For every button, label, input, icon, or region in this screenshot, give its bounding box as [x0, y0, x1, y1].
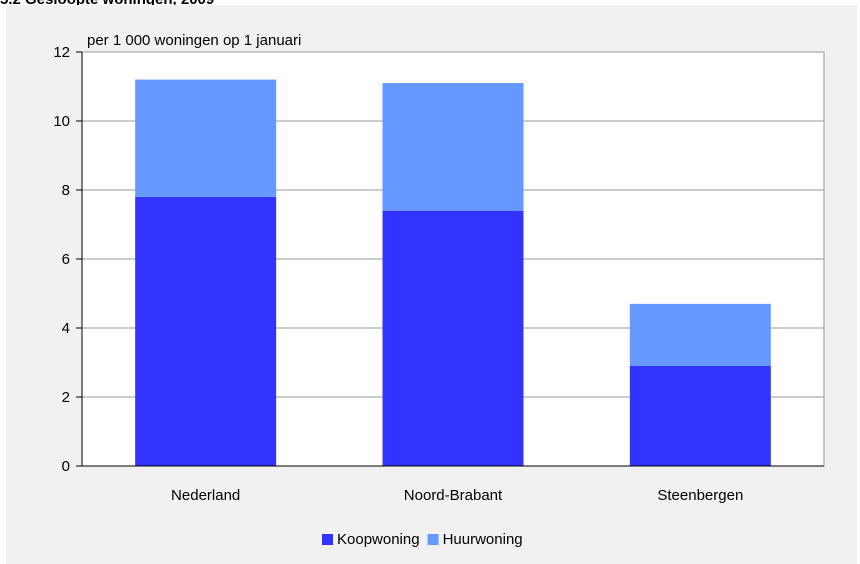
y-tick-label: 8 — [62, 182, 70, 199]
legend-label-koopwoning: Koopwoning — [337, 531, 420, 548]
bar-koopwoning-noord-brabant — [382, 210, 524, 466]
chart-subtitle: per 1 000 woningen op 1 januari — [87, 32, 301, 49]
legend-swatch-koopwoning — [322, 534, 333, 545]
y-tick-label: 10 — [53, 113, 70, 130]
y-tick-label: 4 — [62, 320, 70, 337]
bar-koopwoning-nederland — [135, 196, 277, 466]
x-tick-label: Noord-Brabant — [404, 487, 503, 504]
legend-label-huurwoning: Huurwoning — [443, 531, 523, 548]
y-tick-label: 0 — [62, 458, 70, 475]
legend-swatch-huurwoning — [427, 534, 439, 545]
y-tick-label: 2 — [62, 389, 70, 406]
bar-huurwoning-steenbergen — [629, 303, 771, 366]
bar-huurwoning-nederland — [135, 79, 277, 197]
legend: Koopwoning Huurwoning — [322, 531, 523, 548]
chart-title: 5.2 Gesloopte woningen, 2009 — [0, 0, 214, 8]
x-tick-label: Steenbergen — [657, 487, 743, 504]
x-tick-label: Nederland — [171, 487, 240, 504]
y-tick-labels: 0 2 4 6 8 10 12 — [53, 44, 82, 475]
bar-koopwoning-steenbergen — [629, 365, 771, 466]
y-tick-label: 12 — [53, 44, 70, 61]
y-tick-label: 6 — [62, 251, 70, 268]
x-tick-labels: Nederland Noord-Brabant Steenbergen — [171, 487, 743, 504]
bar-huurwoning-noord-brabant — [382, 83, 524, 211]
bars — [135, 79, 771, 466]
